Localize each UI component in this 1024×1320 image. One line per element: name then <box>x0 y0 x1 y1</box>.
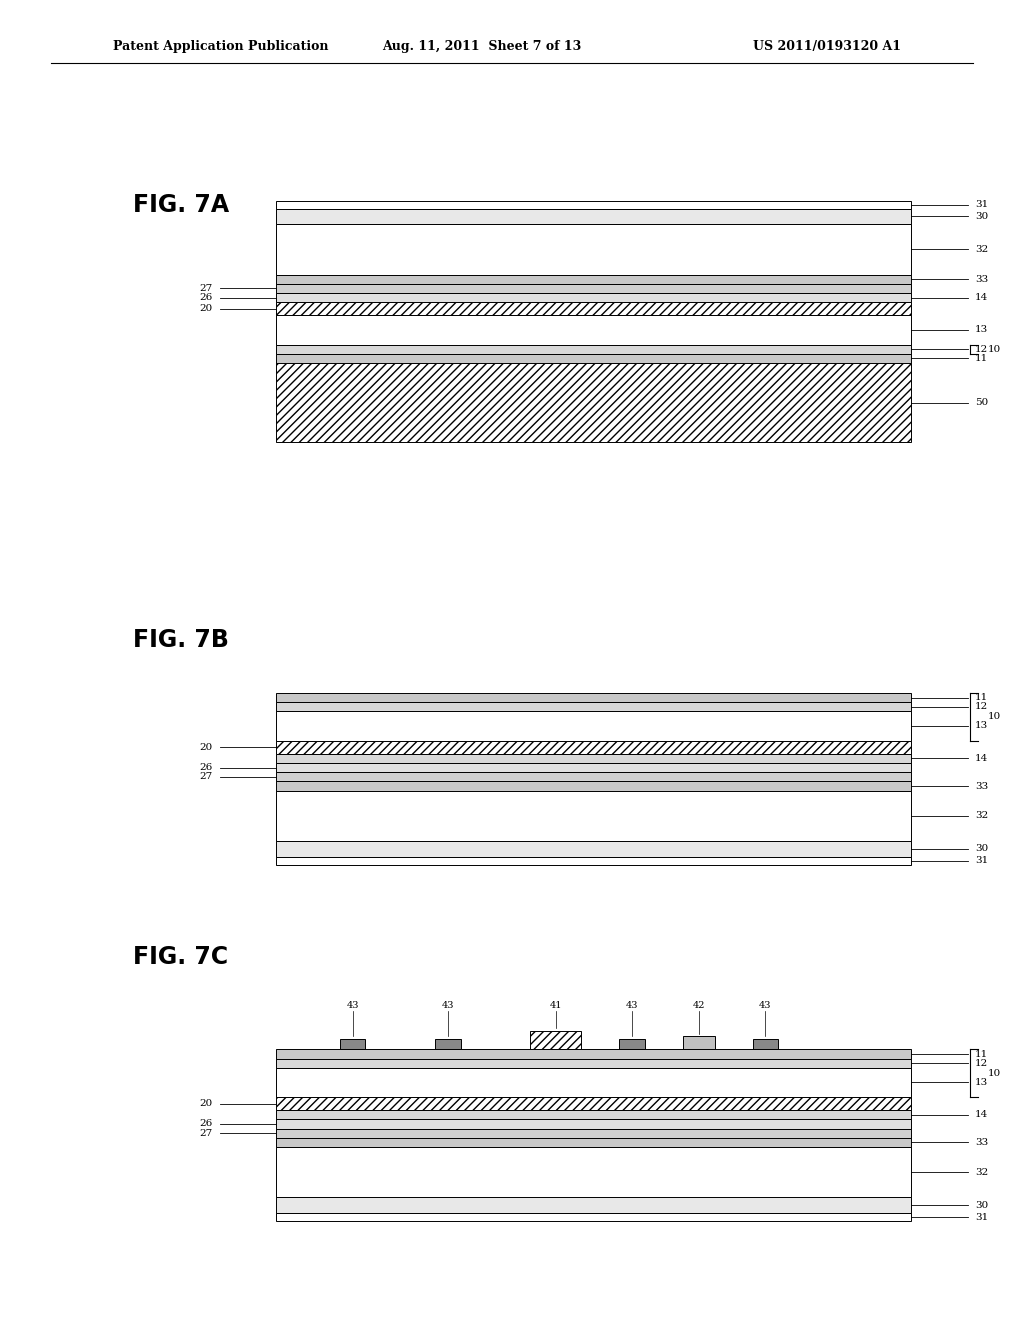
Bar <box>276 1197 911 1213</box>
Text: 12: 12 <box>975 345 988 354</box>
Bar <box>276 275 911 284</box>
Text: 41: 41 <box>550 1001 562 1010</box>
Text: 27: 27 <box>200 1129 213 1138</box>
Text: 11: 11 <box>975 354 988 363</box>
Bar <box>276 1068 911 1097</box>
Text: 27: 27 <box>200 772 213 781</box>
Text: 13: 13 <box>975 722 988 730</box>
Bar <box>276 1110 911 1119</box>
Text: 30: 30 <box>975 213 988 220</box>
Text: 20: 20 <box>200 305 213 313</box>
Text: 43: 43 <box>759 1001 772 1010</box>
Bar <box>276 1119 911 1129</box>
Text: US 2011/0193120 A1: US 2011/0193120 A1 <box>753 40 901 53</box>
Text: 14: 14 <box>975 1110 988 1119</box>
Text: 14: 14 <box>975 754 988 763</box>
Bar <box>276 741 911 754</box>
Text: 42: 42 <box>692 1001 705 1010</box>
Text: 13: 13 <box>975 326 988 334</box>
Text: 26: 26 <box>200 763 213 772</box>
Bar <box>276 201 911 209</box>
Bar <box>683 1036 715 1049</box>
Bar <box>276 354 911 363</box>
Bar <box>276 1097 911 1110</box>
Bar <box>276 857 911 865</box>
Text: 12: 12 <box>975 1059 988 1068</box>
Text: FIG. 7B: FIG. 7B <box>133 628 229 652</box>
Bar <box>276 363 911 442</box>
Text: Aug. 11, 2011  Sheet 7 of 13: Aug. 11, 2011 Sheet 7 of 13 <box>382 40 581 53</box>
Text: 20: 20 <box>200 1100 213 1107</box>
Text: 11: 11 <box>975 693 988 702</box>
Text: 14: 14 <box>975 293 988 302</box>
Bar <box>276 345 911 354</box>
Text: 26: 26 <box>200 1119 213 1129</box>
Text: 32: 32 <box>975 1168 988 1176</box>
Text: 33: 33 <box>975 275 988 284</box>
Bar <box>276 791 911 841</box>
Text: 26: 26 <box>200 293 213 302</box>
Bar <box>276 1147 911 1197</box>
Text: 30: 30 <box>975 1201 988 1209</box>
Text: 50: 50 <box>975 399 988 407</box>
Text: 31: 31 <box>975 201 988 209</box>
Text: 12: 12 <box>975 702 988 711</box>
Bar <box>276 1138 911 1147</box>
Text: 32: 32 <box>975 812 988 820</box>
Text: 10: 10 <box>988 713 1001 721</box>
Bar <box>276 1059 911 1068</box>
Bar <box>276 781 911 791</box>
Bar <box>620 1039 645 1049</box>
Bar <box>276 1213 911 1221</box>
Text: 27: 27 <box>200 284 213 293</box>
Bar <box>276 209 911 224</box>
Bar <box>276 711 911 741</box>
Bar <box>530 1031 582 1049</box>
Text: 20: 20 <box>200 743 213 751</box>
Bar <box>435 1039 461 1049</box>
Text: 32: 32 <box>975 246 988 253</box>
Bar <box>276 1049 911 1059</box>
Text: FIG. 7C: FIG. 7C <box>133 945 228 969</box>
Text: 10: 10 <box>988 345 1001 354</box>
Text: 33: 33 <box>975 1138 988 1147</box>
Bar <box>276 284 911 293</box>
Bar <box>276 841 911 857</box>
Text: 31: 31 <box>975 1213 988 1221</box>
Bar <box>276 302 911 315</box>
Text: 30: 30 <box>975 845 988 853</box>
Text: Patent Application Publication: Patent Application Publication <box>113 40 328 53</box>
Bar <box>276 224 911 275</box>
Bar <box>276 754 911 763</box>
Bar <box>340 1039 366 1049</box>
Text: 33: 33 <box>975 781 988 791</box>
Text: 10: 10 <box>988 1069 1001 1077</box>
Text: 31: 31 <box>975 857 988 865</box>
Bar <box>753 1039 778 1049</box>
Text: 43: 43 <box>626 1001 638 1010</box>
Text: FIG. 7A: FIG. 7A <box>133 193 229 216</box>
Bar <box>276 702 911 711</box>
Bar <box>276 1129 911 1138</box>
Bar <box>276 693 911 702</box>
Bar <box>276 772 911 781</box>
Text: 43: 43 <box>346 1001 359 1010</box>
Text: 43: 43 <box>441 1001 455 1010</box>
Bar <box>276 763 911 772</box>
Text: 11: 11 <box>975 1049 988 1059</box>
Bar <box>276 315 911 345</box>
Bar <box>276 293 911 302</box>
Text: 13: 13 <box>975 1078 988 1086</box>
